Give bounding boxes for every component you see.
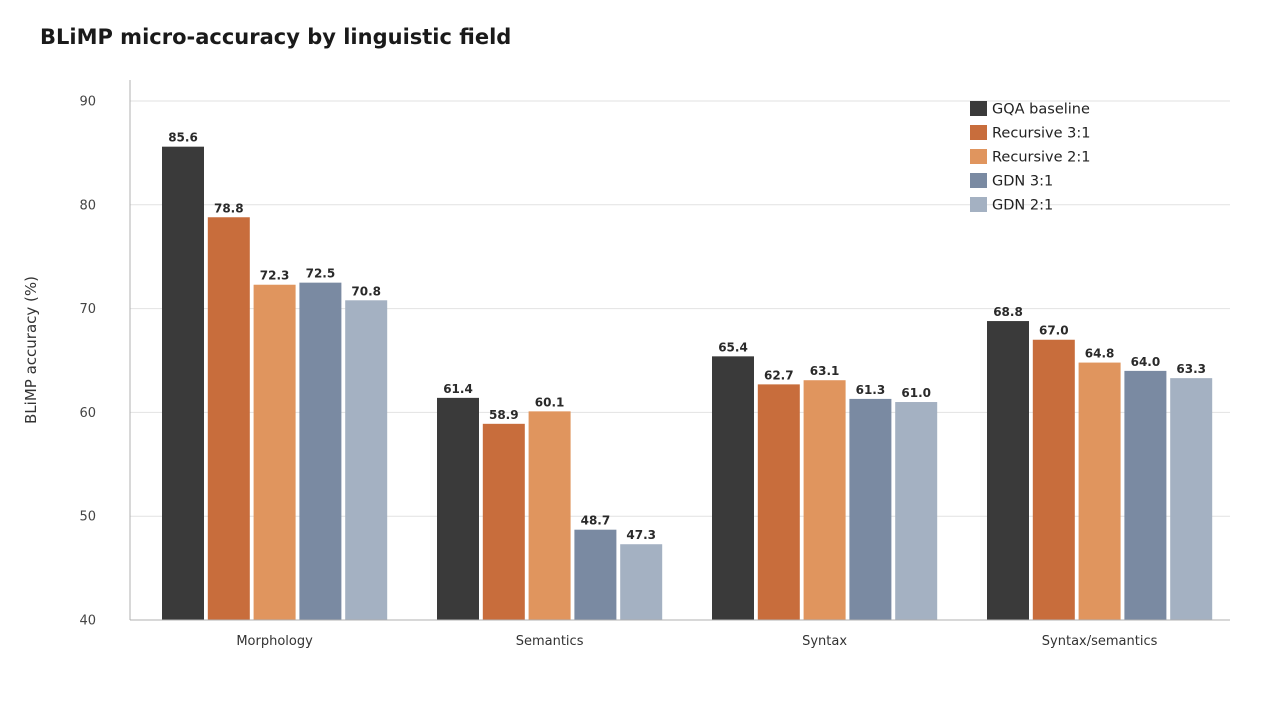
value-label-semantics-recursive-3-1: 58.9 <box>489 408 519 422</box>
bar-syntax-gdn-2-1 <box>895 402 938 620</box>
legend-label-recursive-3-1: Recursive 3:1 <box>992 126 1091 142</box>
value-label-morphology-recursive-2-1: 72.3 <box>260 269 290 283</box>
value-label-syntax-semantics-recursive-3-1: 67.0 <box>1039 324 1069 338</box>
bar-morphology-recursive-3-1 <box>207 217 250 621</box>
bar-syntax-recursive-2-1 <box>803 380 846 620</box>
legend-label-gqa-baseline: GQA baseline <box>992 102 1090 118</box>
y-axis-ticks: 40 50 60 70 80 90 <box>79 95 96 629</box>
y-tick-label-70: 70 <box>79 302 96 317</box>
y-tick-label-80: 80 <box>79 198 96 213</box>
y-tick-label-50: 50 <box>79 510 96 525</box>
value-label-syntax-gdn-2-1: 61.0 <box>901 386 931 400</box>
x-category-label-syntax-semantics: Syntax/semantics <box>1042 634 1158 649</box>
bar-semantics-gdn-3-1 <box>574 529 617 620</box>
bar-semantics-recursive-3-1 <box>482 423 525 620</box>
legend-swatch-recursive-3-1 <box>970 125 987 140</box>
bar-syntax-semantics-recursive-3-1 <box>1032 339 1075 620</box>
legend-label-recursive-2-1: Recursive 2:1 <box>992 150 1091 166</box>
bar-syntax-semantics-gdn-2-1 <box>1170 378 1213 620</box>
bars <box>162 146 1213 621</box>
value-label-syntax-gqa-baseline: 65.4 <box>718 340 748 354</box>
value-label-semantics-gdn-2-1: 47.3 <box>626 528 656 542</box>
value-label-syntax-recursive-2-1: 63.1 <box>810 364 840 378</box>
chart-title: BLiMP micro-accuracy by linguistic field <box>40 25 512 49</box>
value-label-semantics-recursive-2-1: 60.1 <box>535 395 565 409</box>
y-tick-label-60: 60 <box>79 406 96 421</box>
bar-morphology-gqa-baseline <box>162 146 204 620</box>
bar-semantics-gqa-baseline <box>437 397 479 620</box>
bar-syntax-gdn-3-1 <box>849 398 892 620</box>
value-label-syntax-semantics-gdn-2-1: 63.3 <box>1176 362 1206 376</box>
value-label-semantics-gqa-baseline: 61.4 <box>443 382 473 396</box>
bar-morphology-gdn-2-1 <box>345 300 388 620</box>
value-label-syntax-semantics-gdn-3-1: 64.0 <box>1131 355 1161 369</box>
value-label-syntax-semantics-recursive-2-1: 64.8 <box>1085 347 1115 361</box>
x-category-label-morphology: Morphology <box>236 634 313 649</box>
x-category-label-syntax: Syntax <box>802 634 847 649</box>
bar-syntax-semantics-gdn-3-1 <box>1124 370 1167 620</box>
legend: GQA baseline Recursive 3:1 Recursive 2:1 GD… <box>970 101 1091 214</box>
bar-syntax-semantics-gqa-baseline <box>987 321 1029 620</box>
legend-label-gdn-3-1: GDN 3:1 <box>992 174 1053 190</box>
bar-syntax-semantics-recursive-2-1 <box>1078 362 1121 620</box>
value-label-semantics-gdn-3-1: 48.7 <box>581 514 611 528</box>
legend-swatch-gdn-2-1 <box>970 197 987 212</box>
value-label-morphology-gdn-2-1: 70.8 <box>351 284 381 298</box>
bar-morphology-recursive-2-1 <box>253 284 296 620</box>
bar-syntax-recursive-3-1 <box>757 384 800 620</box>
value-label-syntax-recursive-3-1: 62.7 <box>764 368 794 382</box>
bar-semantics-recursive-2-1 <box>528 411 571 620</box>
y-axis-title: BLiMP accuracy (%) <box>22 276 40 424</box>
legend-swatch-recursive-2-1 <box>970 149 987 164</box>
legend-swatch-gqa-baseline <box>970 101 987 116</box>
value-label-syntax-semantics-gqa-baseline: 68.8 <box>993 305 1023 319</box>
bar-syntax-gqa-baseline <box>712 356 754 620</box>
x-axis-categories: Morphology Semantics Syntax Syntax/semantic… <box>236 634 1157 649</box>
bar-semantics-gdn-2-1 <box>620 544 663 620</box>
x-category-label-semantics: Semantics <box>516 634 584 649</box>
value-label-morphology-gqa-baseline: 85.6 <box>168 131 198 145</box>
value-label-morphology-gdn-3-1: 72.5 <box>306 267 336 281</box>
value-label-syntax-gdn-3-1: 61.3 <box>856 383 886 397</box>
y-tick-label-90: 90 <box>79 95 96 110</box>
value-labels: 85.6 78.8 72.3 72.5 70.8 61.4 58.9 60.1 48.7 47.3… <box>168 131 1206 543</box>
y-tick-label-40: 40 <box>79 614 96 629</box>
bar-morphology-gdn-3-1 <box>299 282 342 620</box>
legend-swatch-gdn-3-1 <box>970 173 987 188</box>
legend-label-gdn-2-1: GDN 2:1 <box>992 198 1053 214</box>
value-label-morphology-recursive-3-1: 78.8 <box>214 201 244 215</box>
